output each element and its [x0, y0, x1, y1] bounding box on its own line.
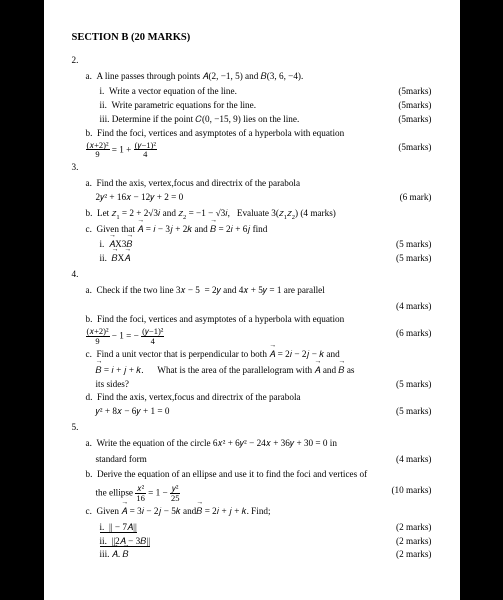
q3-b: b. Let 𝑧1 = 2 + 2√3𝑖 and 𝑧2 = −1 − √3𝑖, …: [72, 207, 432, 221]
q4-d: d. Find the axis, vertex,focus and direc…: [72, 391, 432, 405]
q2-a-iii-marks: (5marks): [398, 113, 431, 127]
q3-a-marks: (6 mark): [400, 191, 432, 205]
document-page: SECTION B (20 MARKS) 2. a. A line passes…: [44, 0, 460, 600]
q3-c-ii-text: ii. 𝐵X𝐴: [100, 252, 397, 266]
q5-c-ii-marks: (2 marks): [396, 535, 431, 549]
q3-c-ii: ii. 𝐵X𝐴 (5 marks): [72, 252, 432, 266]
q4-c-l2: 𝐵 = 𝑖 + 𝑗 + 𝑘. What is the area of the p…: [72, 364, 432, 378]
q4-a: a. Check if the two line 3𝑥 − 5 = 2𝑦 and…: [72, 284, 432, 298]
q4-d-eq: 𝑦² + 8𝑥 − 6𝑦 + 1 = 0: [72, 405, 397, 419]
q5-c-i-marks: (2 marks): [396, 521, 431, 535]
q5-c-iii: iii. 𝐴. 𝐵 (2 marks): [72, 548, 432, 562]
q5-number: 5.: [72, 421, 432, 435]
q4-b: b. Find the foci, vertices and asymptote…: [72, 313, 432, 327]
q4-a-marks: (4 marks): [396, 300, 431, 314]
vec-B: 𝐵: [210, 223, 216, 237]
q2-b: b. Find the foci, vertices and asymptote…: [72, 127, 432, 141]
q2-b-frac2: (𝑦−1)²4: [134, 141, 157, 160]
q5-c: c. Given 𝐴 = 3𝑖 − 2𝑗 − 5𝑘 and𝐵 = 2𝑖 + 𝑗 …: [72, 505, 432, 519]
q2-b-frac1: (𝑥+2)²9: [86, 141, 110, 160]
q4-d-eq-row: 𝑦² + 8𝑥 − 6𝑦 + 1 = 0 (5 marks): [72, 405, 432, 419]
q3-c-i-text: i. 𝐴X3𝐵: [100, 238, 397, 252]
q3-a-eq: 2𝑦² + 16𝑥 − 12𝑦 + 2 = 0: [72, 191, 400, 205]
q2-a-ii-text: ii. Write parametric equations for the l…: [100, 99, 399, 113]
q2-a-i-text: i. Write a vector equation of the line.: [100, 85, 399, 99]
q5-a-l2: standard form (4 marks): [72, 453, 432, 467]
q5-a-stdform: standard form: [72, 453, 397, 467]
q5-b-marks: (10 marks): [391, 484, 431, 498]
q5-c-iii-marks: (2 marks): [396, 548, 431, 562]
q4-b-eq-row: (𝑥+2)²9 − 1 = − (𝑦−1)²4 (6 marks): [72, 327, 432, 346]
q2-b-eq: (𝑥+2)²9 = 1 + (𝑦−1)²4: [86, 141, 399, 160]
q4-c-l1: c. Find a unit vector that is perpendicu…: [72, 348, 432, 362]
q2-a-i: i. Write a vector equation of the line. …: [72, 85, 432, 99]
q5-b: b. Derive the equation of an ellipse and…: [72, 468, 432, 482]
q5-c-i: i. || − 7𝐴|| (2 marks): [72, 521, 432, 535]
q3-a-eq-row: 2𝑦² + 16𝑥 − 12𝑦 + 2 = 0 (6 mark): [72, 191, 432, 205]
q4-c-sides: its sides?: [72, 378, 397, 392]
section-header: SECTION B (20 MARKS): [72, 30, 432, 46]
q5-b-frac1: 𝑥²16: [135, 484, 146, 503]
q4-d-marks: (5 marks): [396, 405, 431, 419]
q3-number: 3.: [72, 161, 432, 175]
q4-b-frac2: (𝑦−1)²4: [141, 327, 164, 346]
q2-a-ii-marks: (5marks): [398, 99, 431, 113]
q5-b-eq: the ellipse 𝑥²16 = 1 − 𝑦²25: [72, 484, 392, 503]
q5-c-i-text: i. || − 7𝐴||: [100, 521, 397, 535]
q5-b-frac2: 𝑦²25: [170, 484, 181, 503]
q5-a: a. Write the equation of the circle 6𝑥² …: [72, 437, 432, 451]
q2-a: a. A line passes through points 𝐴(2, −1,…: [72, 70, 432, 84]
q4-b-frac1: (𝑥+2)²9: [86, 327, 110, 346]
q4-number: 4.: [72, 268, 432, 282]
vec-A: 𝐴: [137, 223, 143, 237]
q4-b-marks: (6 marks): [396, 327, 431, 341]
q4-a-marks-row: (4 marks): [72, 300, 432, 314]
q4-c-marks: (5 marks): [396, 378, 431, 392]
q2-a-iii: iii. Determine if the point 𝐶(0, −15, 9)…: [72, 113, 432, 127]
q4-c-l3: its sides? (5 marks): [72, 378, 432, 392]
q2-a-ii: ii. Write parametric equations for the l…: [72, 99, 432, 113]
q3-c-i-marks: (5 marks): [396, 238, 431, 252]
q4-b-eq: (𝑥+2)²9 − 1 = − (𝑦−1)²4: [86, 327, 397, 346]
q3-a: a. Find the axis, vertex,focus and direc…: [72, 177, 432, 191]
q2-b-eq-row: (𝑥+2)²9 = 1 + (𝑦−1)²4 (5marks): [72, 141, 432, 160]
q2-a-i-marks: (5marks): [398, 85, 431, 99]
q3-c-ii-marks: (5 marks): [396, 252, 431, 266]
q5-c-iii-text: iii. 𝐴. 𝐵: [100, 548, 397, 562]
q2-b-marks: (5marks): [398, 141, 431, 155]
q5-c-ii-text: ii. ||2𝐴 − 3𝐵||: [100, 535, 397, 549]
q2-number: 2.: [72, 54, 432, 68]
q2-a-iii-text: iii. Determine if the point 𝐶(0, −15, 9)…: [100, 113, 399, 127]
q5-a-marks: (4 marks): [396, 453, 431, 467]
